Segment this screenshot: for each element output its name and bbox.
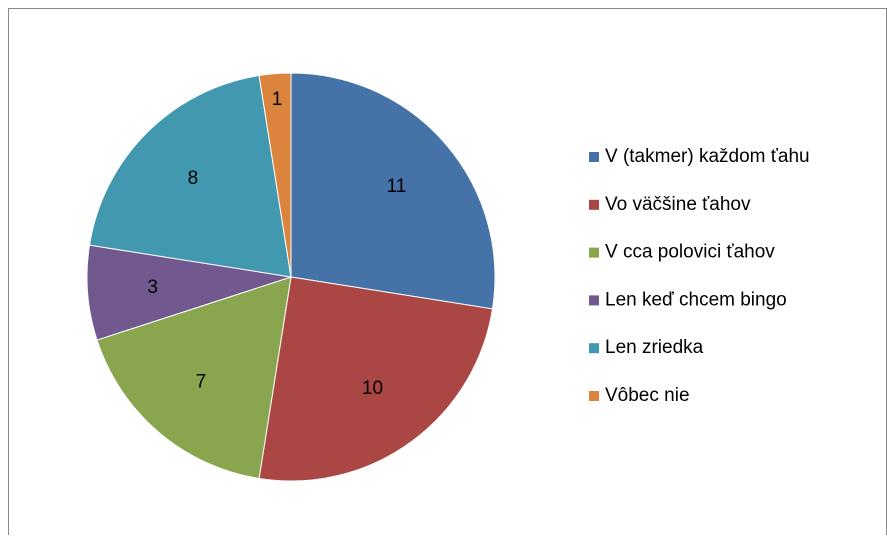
data-label: 7 [196,371,207,392]
data-label: 8 [188,168,199,189]
legend-label: V (takmer) každom ťahu [605,146,810,167]
pie-slice [290,72,496,310]
legend-label: Len zriedka [605,337,704,358]
data-label: 10 [362,378,383,399]
legend-swatch [589,247,599,258]
pie-slice [86,244,292,341]
legend-label: V cca polovici ťahov [605,242,775,263]
data-label: 3 [147,277,158,298]
data-label: 11 [387,176,407,197]
legend-label: Vôbec nie [605,385,690,406]
legend-swatch [589,391,599,401]
legend-swatch [589,199,599,210]
legend-label: Len keď chcem bingo [605,289,787,310]
pie-slice [96,276,292,480]
data-label: 1 [272,89,283,110]
legend-label: Vo väčšine ťahov [605,194,751,215]
legend-swatch [589,152,599,162]
legend-swatch [589,295,599,306]
pie-slice [258,72,292,278]
legend-swatch [589,343,599,354]
pie-slice [88,74,292,278]
pie-slice [258,276,494,482]
